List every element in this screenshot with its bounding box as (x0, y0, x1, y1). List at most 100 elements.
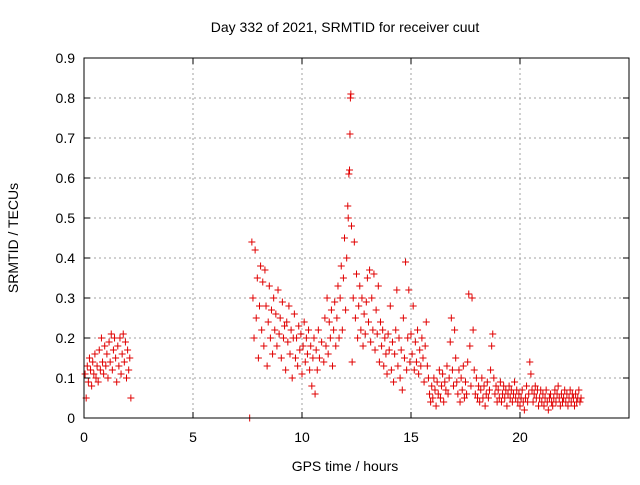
data-point (539, 390, 547, 398)
data-point (335, 334, 343, 342)
data-point (405, 286, 413, 294)
data-point (341, 234, 349, 242)
data-point (398, 386, 406, 394)
data-point (120, 358, 128, 366)
x-tick-label: 20 (512, 429, 528, 445)
data-point (324, 350, 332, 358)
data-point (526, 358, 534, 366)
data-point (119, 330, 127, 338)
y-tick-label: 0 (67, 410, 75, 426)
data-point (344, 214, 352, 222)
data-point (465, 290, 473, 298)
data-point (428, 382, 436, 390)
data-point (564, 402, 572, 410)
data-point (468, 294, 476, 302)
data-point (496, 378, 504, 386)
data-point (460, 394, 468, 402)
data-point (542, 386, 550, 394)
data-point (403, 366, 411, 374)
data-point (407, 330, 415, 338)
data-point (395, 334, 403, 342)
data-point (299, 342, 307, 350)
data-point (421, 342, 429, 350)
data-point (470, 366, 478, 374)
data-point (400, 354, 408, 362)
data-point (121, 338, 129, 346)
data-point (418, 334, 426, 342)
data-point (442, 386, 450, 394)
data-point (99, 358, 107, 366)
data-point (88, 382, 96, 390)
data-point (476, 398, 484, 406)
data-point (250, 334, 258, 342)
data-point (107, 330, 115, 338)
data-point (325, 318, 333, 326)
data-point (269, 350, 277, 358)
data-point (101, 342, 109, 350)
data-point (298, 370, 306, 378)
data-point (426, 390, 434, 398)
data-point (556, 402, 564, 410)
data-point (382, 350, 390, 358)
data-point (359, 342, 367, 350)
data-point (577, 394, 585, 402)
data-point (566, 386, 574, 394)
data-point (252, 314, 260, 322)
data-point (288, 374, 296, 382)
data-point (404, 334, 412, 342)
data-point (276, 314, 284, 322)
y-tick-label: 0.1 (56, 370, 76, 386)
data-point (481, 402, 489, 410)
data-point (109, 346, 117, 354)
data-point (261, 266, 269, 274)
data-point (393, 286, 401, 294)
data-point (414, 326, 422, 334)
data-point (370, 270, 378, 278)
data-point (544, 406, 552, 414)
data-point (552, 398, 560, 406)
data-point (338, 326, 346, 334)
data-point (348, 358, 356, 366)
data-point (422, 318, 430, 326)
data-point (399, 314, 407, 322)
data-point (379, 326, 387, 334)
data-point (262, 302, 270, 310)
data-point (286, 350, 294, 358)
data-point (443, 362, 451, 370)
data-point (450, 382, 458, 390)
data-point (275, 330, 283, 338)
data-point (260, 342, 268, 350)
data-point (264, 318, 272, 326)
data-point (576, 398, 584, 406)
data-point (444, 390, 452, 398)
axis-ticks: 0 0.1 0.2 0.3 0.4 0.5 0.6 0.7 0.8 0.9 0 5 10 15 20 (56, 50, 629, 445)
data-point (487, 366, 495, 374)
data-point (116, 334, 124, 342)
data-point (91, 350, 99, 358)
data-point (458, 386, 466, 394)
data-point (318, 338, 326, 346)
data-point (331, 298, 339, 306)
data-point (248, 238, 256, 246)
data-point (271, 326, 279, 334)
data-point (277, 354, 285, 362)
data-point (113, 378, 121, 386)
data-point (394, 362, 402, 370)
data-point (430, 374, 438, 382)
data-point (409, 302, 417, 310)
data-point (516, 402, 524, 410)
data-point (420, 378, 428, 386)
data-point (503, 402, 511, 410)
y-tick-label: 0.4 (56, 250, 76, 266)
data-point (92, 374, 100, 382)
data-point (323, 294, 331, 302)
data-point (272, 310, 280, 318)
data-point (410, 366, 418, 374)
data-point (329, 362, 337, 370)
data-point (294, 362, 302, 370)
data-point (547, 390, 555, 398)
data-point (127, 394, 135, 402)
data-point (549, 402, 557, 410)
data-point (90, 370, 98, 378)
